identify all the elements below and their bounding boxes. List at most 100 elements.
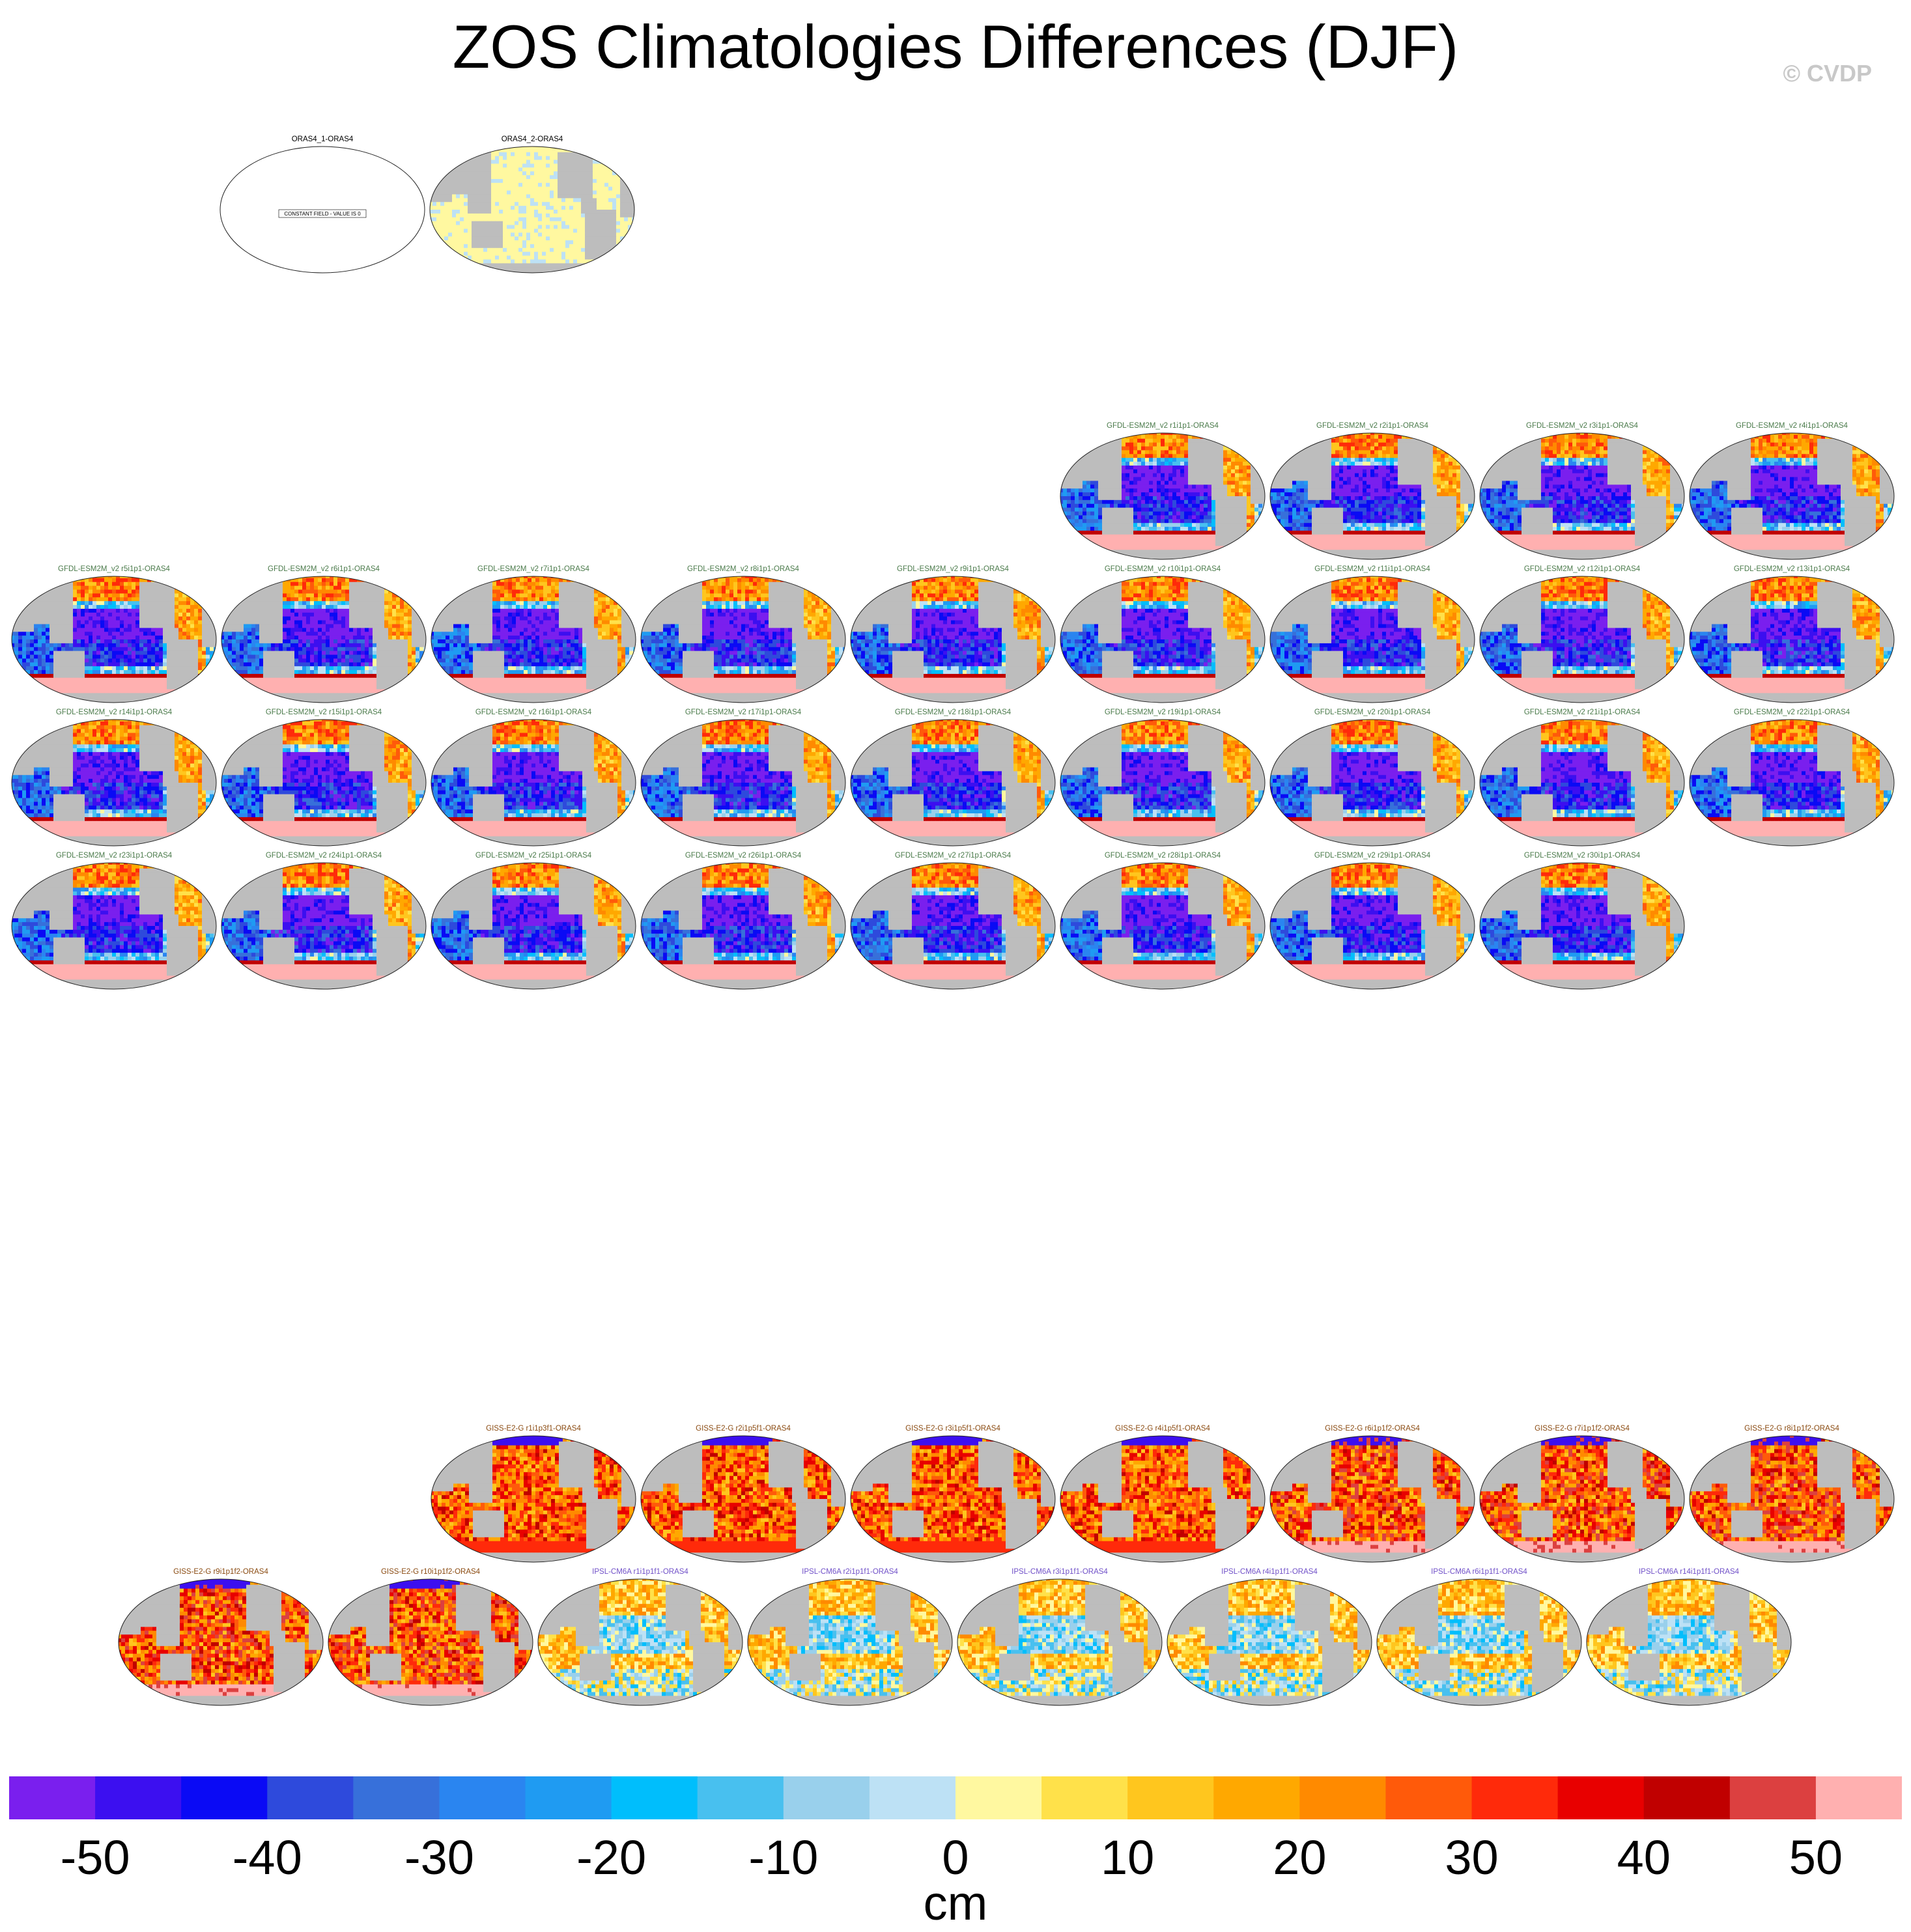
map-panel-title: IPSL-CM6A r6i1p1f1-ORAS4 [1376,1568,1583,1576]
colorbar-swatch [956,1776,1042,1819]
world-map [1376,1577,1583,1707]
world-map [1688,574,1895,705]
map-panel: GFDL-ESM2M_v2 r1i1p1-ORAS4 [1059,422,1266,564]
map-panel-title: GFDL-ESM2M_v2 r25i1p1-ORAS4 [430,852,637,860]
map-panel-title: GFDL-ESM2M_v2 r6i1p1-ORAS4 [220,565,427,573]
map-panel: GFDL-ESM2M_v2 r12i1p1-ORAS4 [1479,565,1686,707]
map-panel-title: GFDL-ESM2M_v2 r22i1p1-ORAS4 [1688,708,1895,716]
world-map [1269,1434,1476,1564]
map-panel-title: ORAS4_1-ORAS4 [219,135,426,143]
colorbar-swatch [181,1776,268,1819]
world-map [1059,431,1266,561]
map-panel: GFDL-ESM2M_v2 r13i1p1-ORAS4 [1688,565,1895,707]
map-panel: GFDL-ESM2M_v2 r21i1p1-ORAS4 [1479,708,1686,850]
world-map [849,718,1056,848]
map-panel-title: GFDL-ESM2M_v2 r7i1p1-ORAS4 [430,565,637,573]
colorbar-swatch [526,1776,612,1819]
map-panel: GFDL-ESM2M_v2 r19i1p1-ORAS4 [1059,708,1266,850]
colorbar-swatch [612,1776,698,1819]
world-map [956,1577,1163,1707]
map-panel-title: IPSL-CM6A r4i1p1f1-ORAS4 [1166,1568,1373,1576]
colorbar-swatch [870,1776,956,1819]
world-map [1269,861,1476,991]
map-panel-title: GFDL-ESM2M_v2 r12i1p1-ORAS4 [1479,565,1686,573]
world-map [1269,431,1476,561]
world-map [1479,718,1686,848]
world-map [1688,1434,1895,1564]
map-panel: IPSL-CM6A r3i1p1f1-ORAS4 [956,1568,1163,1710]
world-map [1585,1577,1792,1707]
world-map [10,718,218,848]
map-panel: GFDL-ESM2M_v2 r17i1p1-ORAS4 [640,708,847,850]
map-panel: IPSL-CM6A r6i1p1f1-ORAS4 [1376,1568,1583,1710]
world-map [1166,1577,1373,1707]
map-panel: GFDL-ESM2M_v2 r25i1p1-ORAS4 [430,852,637,994]
map-panel-title: GFDL-ESM2M_v2 r28i1p1-ORAS4 [1059,852,1266,860]
map-panel-title: GFDL-ESM2M_v2 r29i1p1-ORAS4 [1269,852,1476,860]
world-map [1688,431,1895,561]
map-panel: GFDL-ESM2M_v2 r5i1p1-ORAS4 [10,565,218,707]
colorbar-swatch [1299,1776,1386,1819]
colorbar-swatch [1644,1776,1731,1819]
map-panel-title: ORAS4_2-ORAS4 [429,135,636,143]
colorbar-swatch [1816,1776,1902,1819]
colorbar-swatch [698,1776,784,1819]
world-map [1479,861,1686,991]
world-map [1059,574,1266,705]
map-panel-title: GFDL-ESM2M_v2 r13i1p1-ORAS4 [1688,565,1895,573]
colorbar-swatch [1730,1776,1817,1819]
map-panel-title: GISS-E2-G r2i1p5f1-ORAS4 [640,1425,847,1433]
world-map [1059,718,1266,848]
map-panel-title: IPSL-CM6A r1i1p1f1-ORAS4 [537,1568,744,1576]
world-map: CONSTANT FIELD - VALUE IS 0 [219,145,426,275]
map-panel-title: GFDL-ESM2M_v2 r14i1p1-ORAS4 [10,708,218,716]
map-panel-title: GFDL-ESM2M_v2 r10i1p1-ORAS4 [1059,565,1266,573]
map-panel: GFDL-ESM2M_v2 r8i1p1-ORAS4 [640,565,847,707]
map-panel: GISS-E2-G r7i1p1f2-ORAS4 [1479,1425,1686,1567]
map-panel-title: GISS-E2-G r8i1p1f2-ORAS4 [1688,1425,1895,1433]
world-map [640,861,847,991]
map-panel: GISS-E2-G r8i1p1f2-ORAS4 [1688,1425,1895,1567]
map-panel-title: GISS-E2-G r4i1p5f1-ORAS4 [1059,1425,1266,1433]
colorbar-swatch [1558,1776,1645,1819]
map-panel-title: IPSL-CM6A r2i1p1f1-ORAS4 [746,1568,954,1576]
map-panel: GFDL-ESM2M_v2 r22i1p1-ORAS4 [1688,708,1895,850]
colorbar-swatch [439,1776,526,1819]
world-map [1269,574,1476,705]
world-map [640,1434,847,1564]
colorbar-swatch [1041,1776,1128,1819]
map-panel-title: GFDL-ESM2M_v2 r30i1p1-ORAS4 [1479,852,1686,860]
world-map [430,574,637,705]
map-panel-title: GISS-E2-G r9i1p1f2-ORAS4 [117,1568,324,1576]
world-map [849,574,1056,705]
map-panel: GFDL-ESM2M_v2 r10i1p1-ORAS4 [1059,565,1266,707]
map-panel-title: GFDL-ESM2M_v2 r8i1p1-ORAS4 [640,565,847,573]
world-map [10,861,218,991]
map-panel-title: GISS-E2-G r6i1p1f2-ORAS4 [1269,1425,1476,1433]
map-panel: GFDL-ESM2M_v2 r7i1p1-ORAS4 [430,565,637,707]
map-panel: GFDL-ESM2M_v2 r18i1p1-ORAS4 [849,708,1056,850]
world-map [849,861,1056,991]
colorbar-swatch [95,1776,182,1819]
world-map [640,574,847,705]
colorbar-unit-label: cm [0,1875,1911,1931]
map-panel: GFDL-ESM2M_v2 r26i1p1-ORAS4 [640,852,847,994]
colorbar-swatch [267,1776,354,1819]
map-panel-title: GFDL-ESM2M_v2 r5i1p1-ORAS4 [10,565,218,573]
colorbar-swatch [353,1776,440,1819]
map-panel-title: GFDL-ESM2M_v2 r23i1p1-ORAS4 [10,852,218,860]
map-panel: GISS-E2-G r10i1p1f2-ORAS4 [327,1568,534,1710]
map-panel: GFDL-ESM2M_v2 r15i1p1-ORAS4 [220,708,427,850]
map-panel: GFDL-ESM2M_v2 r29i1p1-ORAS4 [1269,852,1476,994]
map-panel: GFDL-ESM2M_v2 r6i1p1-ORAS4 [220,565,427,707]
map-panel-title: GFDL-ESM2M_v2 r21i1p1-ORAS4 [1479,708,1686,716]
map-panel-title: GISS-E2-G r1i1p3f1-ORAS4 [430,1425,637,1433]
map-panel: GFDL-ESM2M_v2 r28i1p1-ORAS4 [1059,852,1266,994]
world-map [1269,718,1476,848]
world-map [220,718,427,848]
world-map [1479,574,1686,705]
map-panel: IPSL-CM6A r1i1p1f1-ORAS4 [537,1568,744,1710]
map-panel-title: GFDL-ESM2M_v2 r16i1p1-ORAS4 [430,708,637,716]
map-panel: IPSL-CM6A r4i1p1f1-ORAS4 [1166,1568,1373,1710]
